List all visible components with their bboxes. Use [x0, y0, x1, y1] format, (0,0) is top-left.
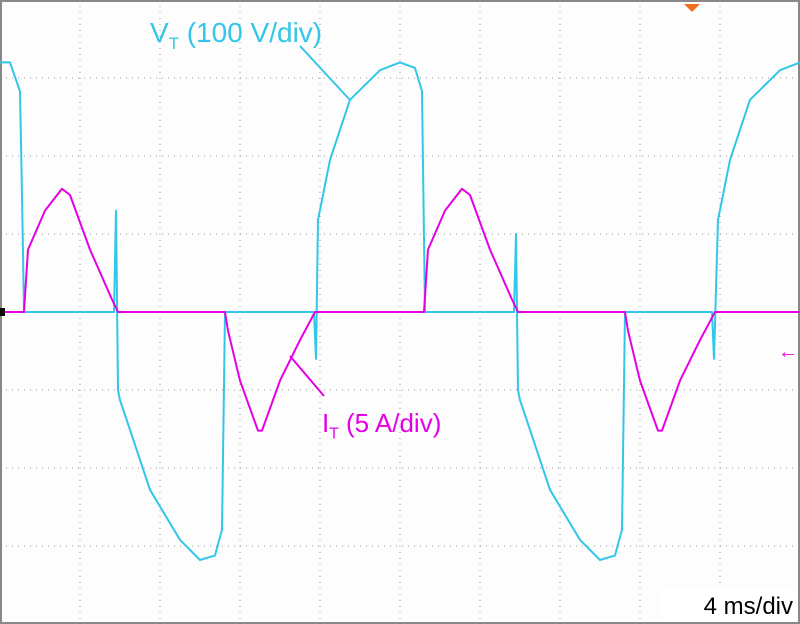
annotation-text: (5 A/div)	[339, 408, 442, 438]
leader-line	[289, 355, 325, 397]
annotation-text: 4 ms/div	[704, 593, 793, 620]
annotation-subscript: T	[329, 426, 339, 443]
annotation-text: V	[150, 17, 169, 48]
annotation-text: (100 V/div)	[179, 17, 322, 48]
ground-marker	[0, 308, 5, 316]
annotation: 4 ms/div	[704, 593, 793, 620]
annotation-subscript: T	[169, 34, 179, 53]
annotation: VT (100 V/div)	[150, 17, 322, 53]
trigger-marker	[684, 4, 700, 12]
trace	[0, 187, 800, 432]
label-box	[662, 588, 798, 622]
annotation-text: I	[322, 408, 329, 438]
leader-line	[299, 45, 351, 101]
channel-marker: ←	[778, 341, 798, 363]
traces	[0, 61, 800, 561]
annotation: IT (5 A/div)	[322, 408, 441, 443]
trace	[0, 61, 800, 561]
